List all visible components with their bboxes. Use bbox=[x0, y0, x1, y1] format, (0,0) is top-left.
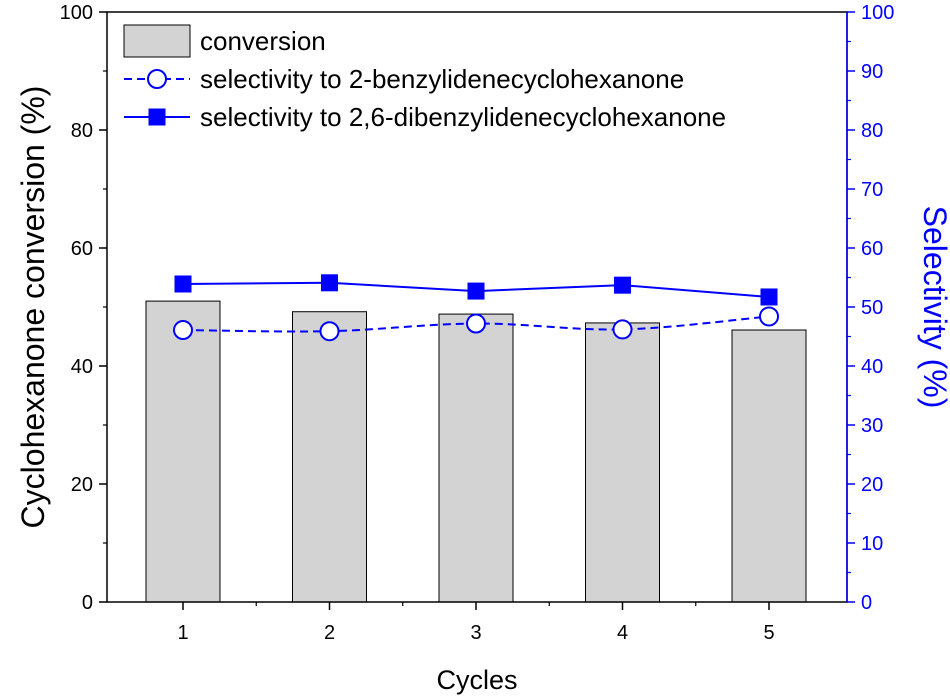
y-right-tick-label-60: 60 bbox=[861, 238, 883, 260]
selectivity-di-point-3 bbox=[467, 282, 485, 300]
y-left-tick-label-0: 0 bbox=[82, 592, 93, 614]
y-left-tick-label-60: 60 bbox=[71, 238, 93, 260]
conversion-bar-2 bbox=[292, 311, 367, 603]
y-right-tick-label-90: 90 bbox=[861, 61, 883, 83]
y-right-tick-label-10: 10 bbox=[861, 533, 883, 555]
selectivity-di-point-1 bbox=[174, 275, 192, 293]
selectivity-mono-point-3 bbox=[466, 313, 486, 334]
selectivity-mono-point-5 bbox=[759, 306, 779, 327]
legend-label-di: selectivity to 2,6-dibenzylidenecyclohex… bbox=[200, 102, 726, 132]
y-left-tick-label-20: 20 bbox=[71, 474, 93, 496]
y-right-tick-label-20: 20 bbox=[861, 474, 883, 496]
x-tick-label-4: 4 bbox=[617, 622, 628, 644]
conversion-bar-4 bbox=[585, 322, 660, 603]
legend-label-conversion: conversion bbox=[200, 26, 326, 56]
x-tick-label-1: 1 bbox=[177, 622, 188, 644]
bars-layer bbox=[145, 300, 807, 603]
selectivity-di-point-2 bbox=[321, 274, 338, 292]
x-axis-title: Cycles bbox=[436, 665, 517, 695]
y-axis-left-title: Cyclohexanone conversion (%) bbox=[15, 86, 51, 529]
legend-marker-mono bbox=[147, 69, 167, 89]
legend-marker-di bbox=[148, 108, 166, 126]
legend: conversion selectivity to 2-benzylidenecy… bbox=[123, 24, 726, 132]
y-left-tick-label-100: 100 bbox=[60, 2, 93, 24]
y-right-tick-label-80: 80 bbox=[861, 120, 883, 142]
y-right-tick-label-100: 100 bbox=[861, 2, 894, 24]
legend-swatch-conversion bbox=[123, 24, 191, 58]
y-right-tick-label-50: 50 bbox=[861, 297, 883, 319]
selectivity-di-point-5 bbox=[760, 288, 778, 306]
y-right-tick-label-30: 30 bbox=[861, 415, 883, 437]
y-right-tick-label-0: 0 bbox=[861, 592, 872, 614]
conversion-bar-3 bbox=[438, 313, 514, 603]
y-right-tick-label-40: 40 bbox=[861, 356, 883, 378]
y-left-tick-label-40: 40 bbox=[71, 356, 93, 378]
selectivity-di-point-4 bbox=[614, 276, 631, 294]
selectivity-mono-point-2 bbox=[319, 321, 340, 342]
y-right-tick-label-70: 70 bbox=[861, 179, 883, 201]
x-tick-label-3: 3 bbox=[470, 622, 481, 644]
lines-layer bbox=[173, 274, 779, 342]
y-left-tick-label-80: 80 bbox=[71, 120, 93, 142]
selectivity-mono-point-1 bbox=[173, 320, 193, 341]
selectivity-mono-point-4 bbox=[612, 319, 633, 340]
y-axis-right-title: Selectivity (%) bbox=[917, 206, 950, 409]
x-tick-label-5: 5 bbox=[763, 622, 774, 644]
conversion-bar-1 bbox=[145, 300, 221, 603]
conversion-bar-5 bbox=[731, 329, 807, 603]
legend-label-mono: selectivity to 2-benzylidenecyclohexanon… bbox=[200, 64, 684, 94]
x-tick-label-2: 2 bbox=[324, 622, 335, 644]
